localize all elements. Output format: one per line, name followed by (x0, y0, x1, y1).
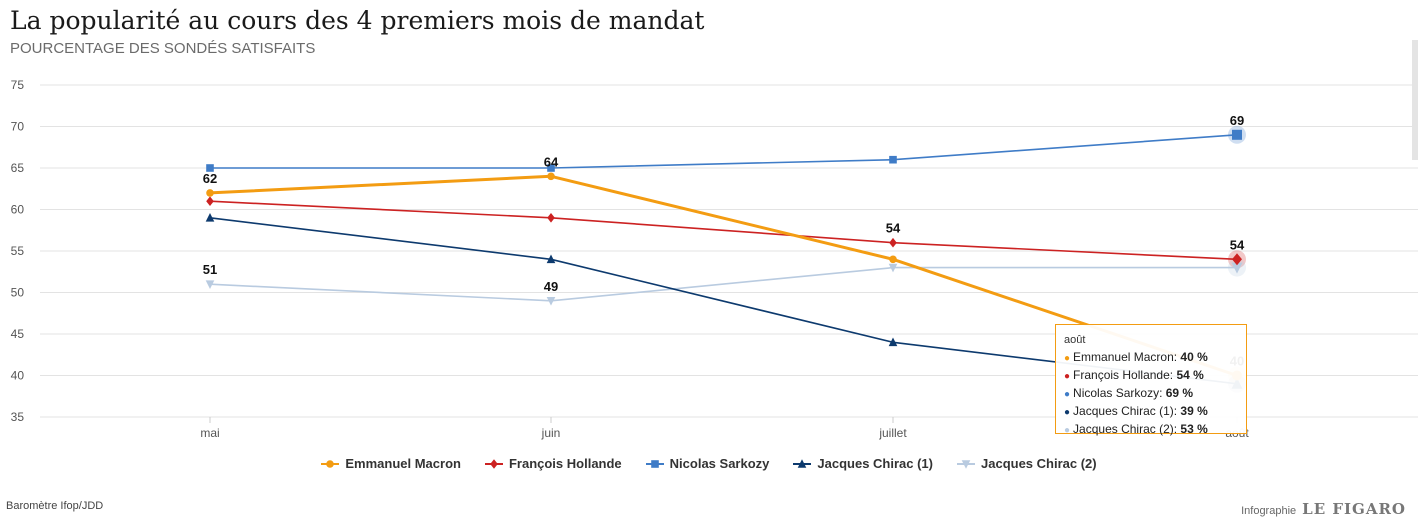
tooltip-row: ● Jacques Chirac (1): 39 % (1064, 403, 1238, 421)
data-point (205, 280, 215, 289)
tooltip-header: août (1064, 334, 1086, 346)
y-tick-label: 55 (11, 244, 25, 258)
legend-label: Jacques Chirac (1) (817, 456, 933, 471)
data-label: 64 (544, 154, 559, 169)
x-tick-label: juillet (878, 426, 907, 440)
data-point (1232, 253, 1242, 266)
tooltip-series-value: 40 % (1180, 350, 1208, 364)
legend-symbol (650, 459, 659, 468)
data-point (206, 164, 214, 172)
tooltip-series-value: 69 % (1165, 386, 1194, 400)
legend-item[interactable]: Nicolas Sarkozy (645, 456, 770, 471)
tooltip-series-name: Nicolas Sarkozy: (1073, 386, 1166, 400)
legend-symbol (490, 458, 498, 469)
scrollbar[interactable] (1412, 40, 1418, 160)
data-point (547, 172, 555, 181)
brand: Infographie LE FIGARO (1241, 500, 1406, 518)
legend-item[interactable]: François Hollande (484, 456, 622, 471)
data-point (1232, 129, 1242, 140)
data-point (547, 164, 555, 172)
data-point (546, 297, 556, 306)
legend-label: Emmanuel Macron (345, 456, 461, 471)
data-label: 54 (1230, 237, 1245, 252)
tooltip-rows: ● Emmanuel Macron: 40 % ● François Hollande… (1064, 349, 1238, 439)
series-line (208, 174, 1239, 377)
tooltip-row: ● François Hollande: 54 % (1064, 367, 1238, 385)
data-point (888, 337, 898, 347)
line-chart: 35 40 45 50 55 60 65 70 75 mai juin juillet août 62… (11, 78, 1418, 440)
legend-marker-icon (645, 459, 664, 468)
chart-title: La popularité au cours des 4 premiers mo… (10, 6, 705, 35)
data-point (206, 189, 214, 197)
data-label: 62 (203, 171, 217, 186)
series-line (209, 134, 1238, 169)
y-axis: 35 40 45 50 55 60 65 70 75 (11, 78, 25, 424)
data-point (1231, 262, 1243, 274)
legend-label: Nicolas Sarkozy (669, 456, 770, 471)
tooltip-row: ● Emmanuel Macron: 40 % (1064, 349, 1238, 367)
tooltip-row: ● Jacques Chirac (2): 53 % (1064, 421, 1238, 439)
legend-marker-icon (484, 458, 503, 469)
source-note: Baromètre Ifop/JDD (6, 500, 104, 512)
series-dot-icon: ● (1064, 353, 1071, 364)
data-point (888, 263, 898, 273)
legend-item[interactable]: Emmanuel Macron (321, 456, 461, 471)
tooltip-series-value: 53 % (1180, 422, 1208, 436)
legend-marker-icon (957, 459, 975, 469)
data-point (889, 237, 897, 248)
tooltip-series-value: 54 % (1176, 368, 1204, 382)
y-tick-label: 45 (11, 327, 25, 341)
legend-item[interactable]: Jacques Chirac (2) (957, 456, 1097, 471)
legend-symbol (326, 459, 335, 468)
y-tick-label: 75 (11, 78, 25, 92)
series-dot-icon: ● (1064, 371, 1071, 382)
legend-symbol (961, 459, 971, 469)
tooltip: août ● Emmanuel Macron: 40 % ● François Hol… (1055, 324, 1247, 436)
tooltip-series-name: Jacques Chirac (2): (1073, 422, 1181, 436)
y-tick-label: 35 (11, 410, 25, 424)
y-tick-label: 70 (11, 120, 25, 134)
data-point (205, 213, 215, 222)
series-line (209, 266, 1238, 302)
legend: Emmanuel Macron François Hollande Nicolas … (0, 456, 1418, 471)
data-label: 49 (544, 279, 558, 294)
data-point (889, 255, 897, 264)
brand-logo: LE FIGARO (1302, 500, 1406, 518)
data-point (889, 155, 897, 164)
tooltip-series-name: Emmanuel Macron: (1073, 350, 1181, 364)
y-tick-label: 60 (11, 203, 25, 217)
data-label: 69 (1230, 113, 1244, 128)
series-dot-icon: ● (1064, 407, 1071, 418)
tooltip-series-value: 39 % (1180, 404, 1208, 418)
series-line (209, 200, 1238, 261)
y-tick-label: 50 (11, 286, 25, 300)
tooltip-series-name: Jacques Chirac (1): (1073, 404, 1181, 418)
legend-label: Jacques Chirac (2) (981, 456, 1097, 471)
legend-item[interactable]: Jacques Chirac (1) (793, 456, 933, 471)
data-label: 51 (203, 262, 217, 277)
data-point (546, 254, 556, 264)
tooltip-series-name: François Hollande: (1073, 368, 1177, 382)
x-tick-label: mai (200, 426, 219, 440)
data-point (547, 213, 555, 223)
y-tick-label: 65 (11, 161, 25, 175)
brand-prefix: Infographie (1241, 505, 1297, 517)
series-dot-icon: ● (1064, 425, 1071, 436)
data-label: 54 (886, 221, 901, 236)
tooltip-row: ● Nicolas Sarkozy: 69 % (1064, 385, 1238, 403)
chart-subtitle: POURCENTAGE DES SONDÉS SATISFAITS (10, 40, 316, 57)
series-dot-icon: ● (1064, 389, 1071, 400)
y-tick-label: 40 (11, 369, 25, 383)
legend-marker-icon (321, 459, 340, 468)
legend-label: François Hollande (508, 456, 622, 471)
data-point (206, 196, 214, 206)
legend-marker-icon (793, 458, 812, 468)
x-tick-label: juin (541, 426, 561, 440)
legend-symbol (798, 458, 807, 468)
